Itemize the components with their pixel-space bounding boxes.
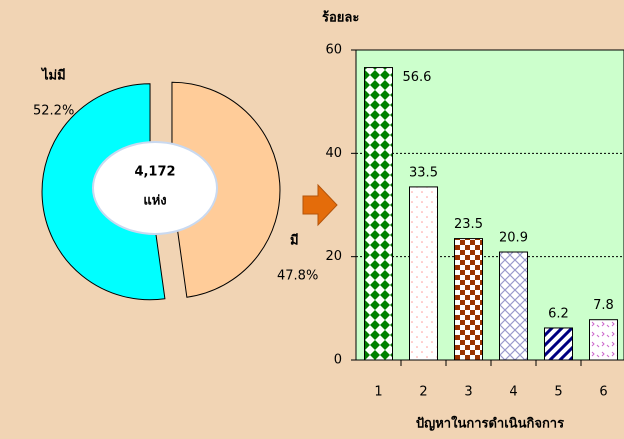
bar <box>409 186 438 361</box>
data-label: 23.5 <box>454 217 483 232</box>
value-label: 52.2% <box>33 104 74 119</box>
category-label: มี <box>290 233 299 249</box>
y-tick-label: 60 <box>325 43 342 58</box>
bar <box>544 327 573 361</box>
data-label: 6.2 <box>548 306 569 321</box>
category-label: ไม่มี <box>40 67 66 84</box>
center-text: แห่ง <box>143 194 166 209</box>
value-label: 47.8% <box>277 269 318 284</box>
y-tick-label: 20 <box>325 249 342 264</box>
x-tick-label: 1 <box>374 385 382 400</box>
x-tick-label: 4 <box>509 385 517 400</box>
x-tick-label: 2 <box>419 385 427 400</box>
y-tick-label: 40 <box>325 146 342 161</box>
data-label: 56.6 <box>403 70 432 85</box>
bar <box>364 67 393 361</box>
data-label: 7.8 <box>593 298 614 313</box>
x-tick-label: 3 <box>464 385 472 400</box>
data-label: 20.9 <box>499 231 528 246</box>
plot-area <box>355 49 624 361</box>
x-axis-title: ปัญหาในการดำเนินกิจการ <box>416 415 564 432</box>
data-label: 33.5 <box>409 165 438 180</box>
arrow <box>302 183 338 227</box>
bar <box>499 251 528 361</box>
center-text: 4,172 <box>134 165 175 180</box>
y-axis-title: ร้อยละ <box>322 10 359 26</box>
donut-hole <box>92 141 218 235</box>
bar <box>454 238 483 361</box>
y-tick-label: 0 <box>334 353 342 368</box>
bar <box>589 319 618 361</box>
x-tick-label: 6 <box>599 385 607 400</box>
pie-slice <box>171 81 281 298</box>
x-tick-label: 5 <box>554 385 562 400</box>
